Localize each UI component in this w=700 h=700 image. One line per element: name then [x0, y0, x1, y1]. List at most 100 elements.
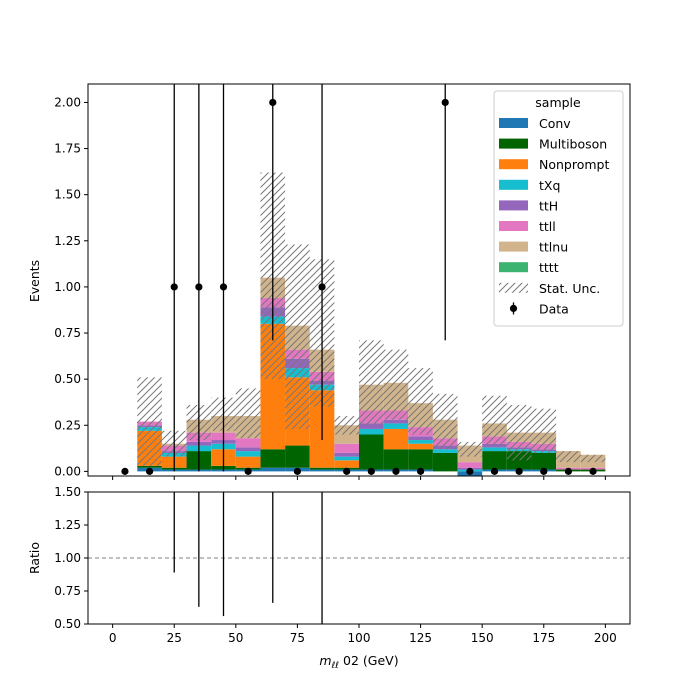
data-point-4 — [219, 283, 228, 291]
data-points — [121, 84, 597, 475]
x-tick-label-7: 175 — [532, 631, 555, 645]
x-tick-label-3: 75 — [290, 631, 305, 645]
legend-swatch-tth — [499, 200, 528, 211]
bar-tth-bin-14 — [482, 443, 507, 448]
legend-label-conv: Conv — [539, 116, 571, 131]
main-y-tick-label-3: 0.75 — [54, 326, 81, 340]
legend-swatch-tttt — [499, 262, 528, 273]
bar-nonprompt-bin-10 — [383, 428, 409, 450]
stat-unc-band-bin-12 — [432, 393, 458, 450]
bar-tth-bin-8 — [334, 452, 359, 457]
data-point-3 — [195, 283, 203, 291]
bar-txq-bin-10 — [383, 423, 409, 429]
ratio-y-axis-label: Ratio — [27, 542, 42, 574]
main-y-tick-label-8: 2.00 — [54, 95, 81, 109]
bar-txq-bin-12 — [432, 449, 458, 453]
bar-multiboson-bin-10 — [383, 449, 409, 470]
stat-unc-band-bin-16 — [531, 408, 557, 453]
stat-unc-band-bin-4 — [235, 388, 261, 439]
bar-tth-bin-11 — [408, 436, 433, 441]
bar-txq-bin-8 — [334, 456, 359, 461]
bar-ttll-bin-4 — [235, 438, 261, 448]
data-point-1 — [145, 467, 154, 475]
legend-swatch-multiboson — [499, 138, 528, 149]
main-x-ticks — [112, 476, 606, 480]
stat-unc-band-bin-10 — [383, 349, 409, 420]
ratio-y-tick-label-4: 1.50 — [54, 485, 81, 499]
legend-swatch-ttll — [499, 221, 528, 231]
ratio-plot-panel: 0.50 0.75 1.00 1.25 1.50 0 25 50 75 100 125 150 175… — [27, 485, 631, 671]
bar-tth-bin-4 — [235, 447, 261, 452]
bar-tth-bin-10 — [383, 419, 409, 424]
stat-uncertainty-bands — [137, 172, 606, 466]
legend-swatch-conv — [499, 118, 528, 128]
bar-multiboson-bin-6 — [285, 445, 310, 468]
x-tick-label-4: 100 — [348, 631, 371, 645]
ratio-x-ticks: 0 25 50 75 100 125 150 175 200 — [109, 624, 617, 645]
stat-unc-band-bin-15 — [506, 404, 532, 461]
stat-unc-band-bin-18 — [580, 454, 606, 463]
stat-unc-band-bin-13 — [457, 441, 483, 457]
x-axis-label-sub: ℓℓ — [331, 661, 339, 671]
data-point-12 — [416, 467, 425, 475]
main-y-tick-label-4: 1.00 — [54, 280, 81, 294]
legend-label-nonprompt: Nonprompt — [539, 157, 609, 172]
ratio-y-tick-label-1: 0.75 — [54, 584, 81, 598]
legend-swatch-stat-unc — [499, 282, 528, 293]
ratio-y-tick-label-3: 1.25 — [54, 518, 81, 532]
x-tick-label-2: 50 — [228, 631, 243, 645]
bar-txq-bin-11 — [408, 440, 433, 444]
x-axis-label-rest: 02 (GeV) — [339, 653, 399, 668]
bar-multiboson-bin-7 — [309, 467, 335, 470]
data-point-2 — [170, 283, 178, 291]
data-point-6 — [269, 98, 277, 107]
legend-title: sample — [535, 95, 581, 110]
bar-ttll-bin-13 — [457, 462, 483, 468]
legend-label-tth: ttH — [539, 198, 558, 213]
legend-label-multiboson: Multiboson — [539, 137, 607, 152]
bar-multiboson-bin-0 — [137, 465, 162, 468]
legend-label-ttll: ttll — [539, 219, 556, 234]
stat-unc-band-bin-8 — [334, 416, 359, 435]
ratio-y-tick-label-2: 1.00 — [54, 551, 81, 565]
bar-multiboson-bin-11 — [408, 449, 433, 470]
ratio-error-bars — [173, 492, 323, 624]
main-y-tick-label-5: 1.25 — [54, 234, 81, 248]
legend-swatch-nonprompt — [499, 159, 528, 170]
bar-multiboson-bin-14 — [482, 451, 507, 470]
data-point-7 — [293, 467, 302, 475]
bar-conv-bin-7 — [309, 469, 335, 472]
main-plot-panel: 0.00 0.25 0.50 0.75 1.00 1.25 1.50 1.75 2.00 Eve… — [27, 83, 631, 480]
legend-items: Conv Multiboson Nonprompt tXq ttH ttll ttlnu tt… — [499, 116, 609, 316]
data-point-13 — [441, 98, 449, 107]
main-y-tick-label-7: 1.75 — [54, 142, 81, 156]
legend-data-marker — [509, 304, 518, 312]
data-point-15 — [490, 467, 499, 475]
bar-txq-bin-9 — [359, 428, 384, 435]
stat-unc-band-bin-9 — [359, 340, 384, 426]
data-point-8 — [318, 283, 326, 291]
x-tick-label-5: 125 — [409, 631, 432, 645]
data-point-9 — [343, 467, 351, 475]
main-y-tick-label-6: 1.50 — [54, 188, 81, 202]
main-y-tick-label-2: 0.50 — [54, 372, 81, 386]
bar-multiboson-bin-12 — [432, 452, 458, 472]
bar-multiboson-bin-16 — [531, 452, 557, 470]
main-y-ticks: 0.00 0.25 0.50 0.75 1.00 1.25 1.50 1.75 2.00 — [54, 95, 88, 478]
legend-swatch-txq — [499, 179, 528, 190]
x-tick-label-8: 200 — [594, 631, 617, 645]
main-y-axis-label: Events — [27, 260, 42, 302]
stat-unc-band-bin-0 — [137, 377, 162, 466]
data-point-18 — [564, 467, 573, 475]
ratio-axes-frame — [87, 491, 631, 625]
bar-conv-bin-5 — [260, 467, 286, 472]
data-point-16 — [515, 467, 523, 475]
legend-label-ttlnu: ttlnu — [539, 240, 568, 255]
data-point-17 — [540, 467, 548, 475]
legend-label-tttt: tttt — [539, 260, 559, 275]
x-tick-label-6: 150 — [471, 631, 494, 645]
x-axis-label-main: m — [319, 653, 331, 668]
bar-txq-bin-14 — [482, 447, 507, 452]
x-axis-label: mℓℓ 02 (GeV) — [319, 653, 398, 671]
